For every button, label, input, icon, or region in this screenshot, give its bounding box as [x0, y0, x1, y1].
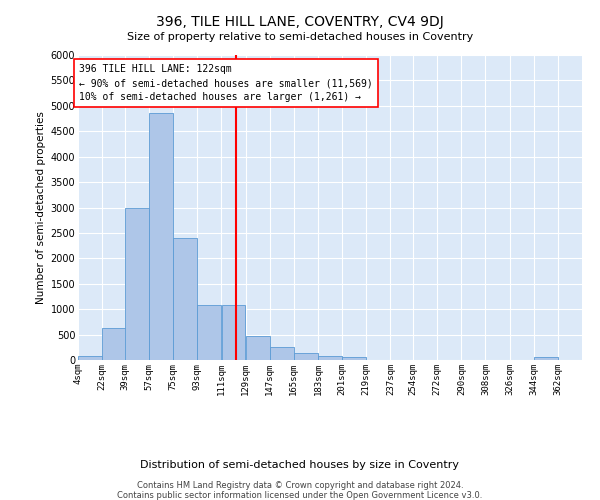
Bar [221, 305, 245, 360]
Text: Contains public sector information licensed under the Open Government Licence v3: Contains public sector information licen… [118, 491, 482, 500]
Bar [173, 238, 197, 360]
Bar [78, 356, 102, 360]
Bar [245, 336, 269, 360]
Text: 396, TILE HILL LANE, COVENTRY, CV4 9DJ: 396, TILE HILL LANE, COVENTRY, CV4 9DJ [156, 15, 444, 29]
Bar [270, 348, 293, 360]
Text: 396 TILE HILL LANE: 122sqm
← 90% of semi-detached houses are smaller (11,569)
10: 396 TILE HILL LANE: 122sqm ← 90% of semi… [79, 64, 373, 102]
Text: Contains HM Land Registry data © Crown copyright and database right 2024.: Contains HM Land Registry data © Crown c… [137, 481, 463, 490]
Y-axis label: Number of semi-detached properties: Number of semi-detached properties [37, 111, 46, 304]
Text: Distribution of semi-detached houses by size in Coventry: Distribution of semi-detached houses by … [140, 460, 460, 470]
Bar [534, 358, 558, 360]
Bar [294, 354, 318, 360]
Bar [318, 356, 342, 360]
Bar [149, 114, 173, 360]
Bar [102, 328, 126, 360]
Text: Size of property relative to semi-detached houses in Coventry: Size of property relative to semi-detach… [127, 32, 473, 42]
Bar [125, 208, 149, 360]
Bar [197, 305, 221, 360]
Bar [342, 357, 366, 360]
